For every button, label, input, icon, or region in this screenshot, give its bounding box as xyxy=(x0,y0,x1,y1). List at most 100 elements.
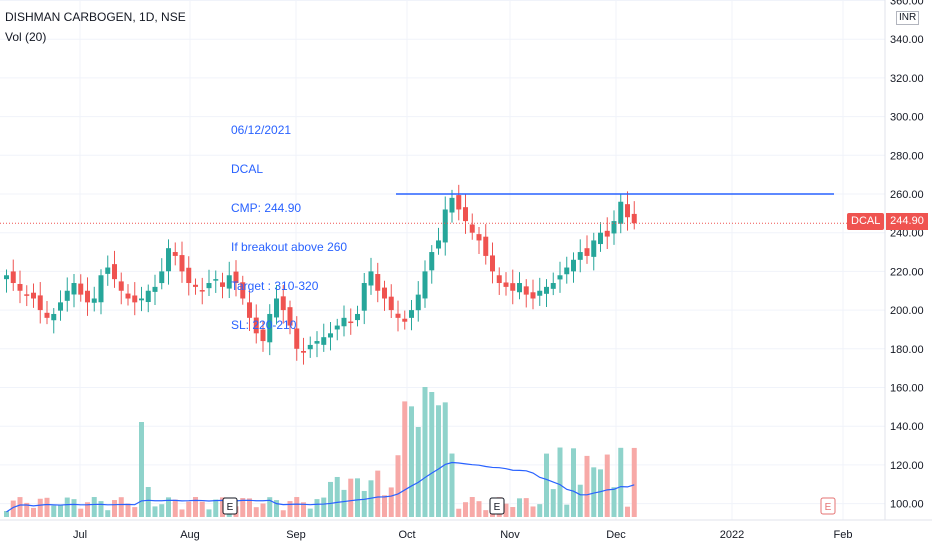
earnings-marker xyxy=(489,497,505,515)
candle-body xyxy=(584,248,590,256)
volume-bar xyxy=(98,501,104,517)
y-tick-label: 300.00 xyxy=(890,112,924,124)
volume-bar xyxy=(476,501,482,517)
y-tick-label: 180.00 xyxy=(890,344,924,356)
candle-body xyxy=(44,312,50,318)
candle-body xyxy=(301,350,306,353)
volume-bar xyxy=(517,498,522,517)
candle-body xyxy=(355,313,360,321)
volume-bar xyxy=(375,470,381,517)
candle-body xyxy=(206,283,212,289)
candle-body xyxy=(233,271,239,284)
candle-body xyxy=(577,252,583,260)
candle-body xyxy=(341,317,347,327)
candle-body xyxy=(159,271,165,284)
candle-body xyxy=(267,313,273,343)
volume-bar xyxy=(132,507,138,517)
candle-body xyxy=(571,259,576,272)
volume-bar xyxy=(85,502,90,517)
candle-body xyxy=(550,283,556,289)
candle-body xyxy=(193,284,198,287)
candle-body xyxy=(415,294,421,311)
volume-bar xyxy=(442,402,448,517)
volume-bar xyxy=(395,455,401,517)
candle-body xyxy=(274,298,279,318)
candle-body xyxy=(105,267,111,274)
x-tick-label: Sep xyxy=(286,529,306,541)
candle-body xyxy=(591,240,597,257)
candle-body xyxy=(294,328,300,349)
candle-body xyxy=(422,271,428,299)
candle-body xyxy=(10,271,16,284)
volume-bar xyxy=(409,406,414,517)
volume-bar xyxy=(523,498,529,517)
volume-bar xyxy=(625,506,630,517)
x-tick-label: Aug xyxy=(180,529,200,541)
annotation-breakout: If breakout above 260 xyxy=(231,240,348,254)
volume-bar xyxy=(145,487,151,517)
y-tick-label: 320.00 xyxy=(890,73,924,85)
volume-bar xyxy=(118,497,124,517)
volume-bar xyxy=(44,497,50,517)
y-tick-label: 160.00 xyxy=(890,383,924,395)
candle-body xyxy=(604,230,610,237)
annotation-cmp: CMP: 244.90 xyxy=(231,201,302,215)
volume-bar xyxy=(469,497,475,517)
volume-bar xyxy=(334,476,340,517)
volume-bar xyxy=(280,510,286,517)
candle-body xyxy=(280,296,286,311)
candle-body xyxy=(139,298,144,301)
volume-bar xyxy=(166,497,171,517)
volume-bar xyxy=(186,501,192,517)
volume-bar xyxy=(172,499,178,517)
volume-bar xyxy=(463,502,468,517)
candle-body xyxy=(328,333,333,338)
volume-bar xyxy=(4,511,9,517)
volume-bar xyxy=(550,489,556,517)
volume-bar xyxy=(544,453,549,517)
candle-body xyxy=(220,282,225,287)
candle-body xyxy=(125,293,131,299)
x-tick-label: 2022 xyxy=(720,529,744,541)
candle-body xyxy=(436,240,441,249)
candle-body xyxy=(64,290,70,301)
candle-body xyxy=(37,295,43,311)
volume-bar xyxy=(483,510,489,517)
candle-body xyxy=(537,290,543,296)
candle-body xyxy=(132,295,138,303)
candle-body xyxy=(71,283,77,295)
volume-ma-line xyxy=(6,461,635,513)
y-tick-label: 120.00 xyxy=(890,460,924,472)
candle-body xyxy=(469,224,475,233)
candle-body xyxy=(17,283,23,291)
candle-body xyxy=(199,290,205,292)
volume-bar xyxy=(571,448,576,517)
earnings-marker-label: E xyxy=(494,502,501,513)
candle-body xyxy=(382,287,387,299)
candle-body xyxy=(112,264,117,280)
volume-bar xyxy=(253,507,259,517)
candle-body xyxy=(253,317,259,334)
candle-body xyxy=(388,296,394,311)
volume-bar xyxy=(510,507,516,517)
candle-body xyxy=(260,329,266,342)
candle-body xyxy=(118,281,124,291)
volume-bar xyxy=(341,489,347,517)
candle-body xyxy=(510,283,516,291)
volume-bar xyxy=(64,497,70,517)
x-tick-label: Feb xyxy=(834,529,853,541)
y-tick-label: 360.00 xyxy=(890,0,924,8)
y-tick-label: 280.00 xyxy=(890,150,924,162)
candle-body xyxy=(247,302,252,318)
candle-body xyxy=(58,302,63,311)
volume-bar xyxy=(301,502,306,517)
volume-bar xyxy=(125,503,131,517)
volume-bar xyxy=(139,422,144,517)
candle-body xyxy=(334,325,340,330)
candle-body xyxy=(544,286,549,294)
candle-body xyxy=(631,213,637,224)
candle-body xyxy=(361,283,367,311)
x-tick-label: Oct xyxy=(398,529,415,541)
